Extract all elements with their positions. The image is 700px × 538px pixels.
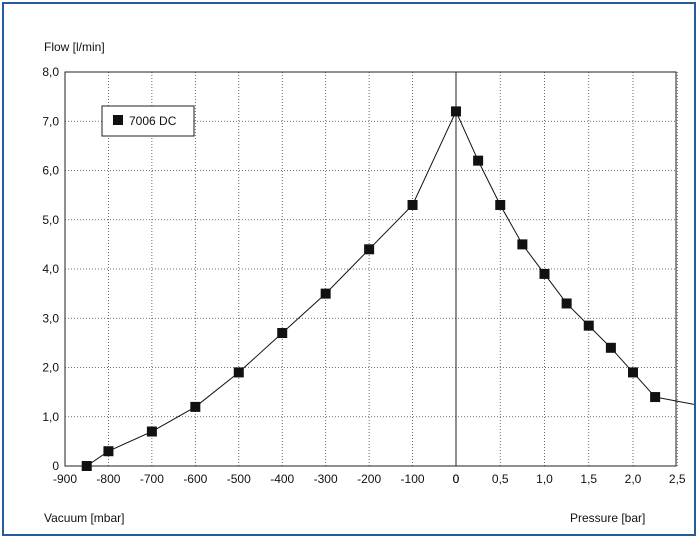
- y-tick-label: 3,0: [42, 311, 59, 325]
- series-line-tail: [655, 396, 694, 405]
- data-point: [364, 244, 375, 255]
- data-point: [473, 155, 484, 166]
- x-tick-label: -300: [314, 472, 338, 486]
- tick-labels: 0 1,0 2,0 3,0 4,0 5,0 6,0 7,0 8,0 -900 -800 -700 -60…: [42, 65, 686, 486]
- data-point: [320, 288, 331, 299]
- x-axis-label-pressure: Pressure [bar]: [570, 511, 645, 525]
- y-tick-label: 6,0: [42, 164, 59, 178]
- x-tick-label: -400: [270, 472, 294, 486]
- legend: 7006 DC: [101, 105, 195, 137]
- series-line: [86, 110, 656, 467]
- y-tick-label: 4,0: [42, 262, 59, 276]
- y-tick-label: 1,0: [42, 410, 59, 424]
- x-axis-label-vacuum: Vacuum [mbar]: [44, 511, 124, 525]
- data-point: [650, 392, 661, 403]
- x-tick-label: 0: [453, 472, 460, 486]
- x-tick-label: -700: [140, 472, 164, 486]
- data-point: [81, 461, 92, 471]
- x-tick-label: -100: [401, 472, 425, 486]
- x-tick-label: 2,5: [669, 472, 686, 486]
- data-point: [103, 446, 114, 457]
- x-tick-label: -200: [357, 472, 381, 486]
- x-tick-label: 1,0: [536, 472, 553, 486]
- axes: [64, 71, 677, 467]
- data-point: [605, 342, 616, 353]
- data-point: [495, 199, 506, 210]
- x-tick-label: -900: [53, 472, 77, 486]
- x-tick-label: -800: [96, 472, 120, 486]
- data-point: [517, 239, 528, 250]
- legend-label: 7006 DC: [129, 114, 177, 128]
- plot-border: [64, 71, 677, 467]
- legend-marker: [113, 115, 123, 125]
- data-point: [451, 106, 461, 117]
- y-tick-label: 5,0: [42, 213, 59, 227]
- x-tick-label: 2,0: [625, 472, 642, 486]
- y-axis-label: Flow [l/min]: [44, 40, 105, 54]
- x-tick-label: -500: [227, 472, 251, 486]
- data-point: [146, 426, 157, 437]
- data-point: [233, 367, 244, 378]
- y-tick-label: 0: [52, 459, 59, 473]
- data-point: [539, 268, 550, 279]
- data-point: [190, 401, 201, 412]
- data-point: [277, 328, 288, 339]
- y-tick-label: 2,0: [42, 361, 59, 375]
- x-tick-label: -600: [183, 472, 207, 486]
- data-point: [407, 199, 418, 210]
- x-tick-label: 0,5: [492, 472, 509, 486]
- data-point: [561, 298, 572, 309]
- y-tick-label: 8,0: [42, 65, 59, 79]
- flow-chart: 0 1,0 2,0 3,0 4,0 5,0 6,0 7,0 8,0 -900 -800 -700 -60…: [42, 40, 694, 525]
- x-tick-label: 1,5: [580, 472, 597, 486]
- series-7006-dc: [81, 106, 694, 471]
- data-point: [628, 367, 638, 378]
- data-point: [583, 320, 594, 331]
- y-tick-label: 7,0: [42, 114, 59, 128]
- x-tick-label: 0: [453, 472, 460, 486]
